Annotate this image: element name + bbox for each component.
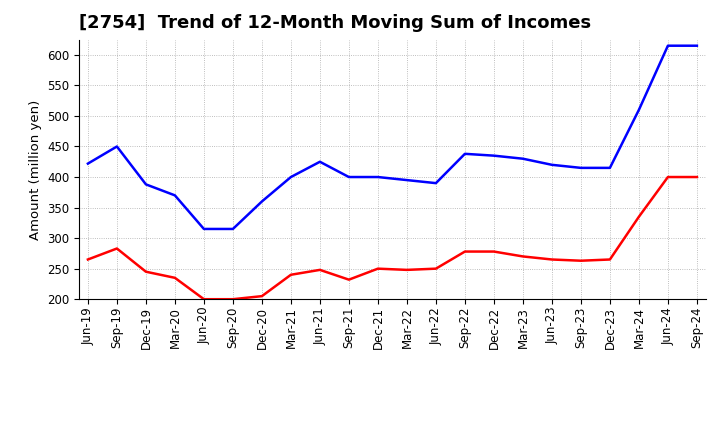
Net Income bbox=[606, 257, 614, 262]
Net Income bbox=[548, 257, 557, 262]
Line: Net Income: Net Income bbox=[88, 177, 697, 299]
Ordinary Income bbox=[345, 174, 354, 180]
Line: Ordinary Income: Ordinary Income bbox=[88, 46, 697, 229]
Net Income bbox=[142, 269, 150, 275]
Ordinary Income bbox=[461, 151, 469, 157]
Ordinary Income bbox=[577, 165, 585, 171]
Net Income bbox=[258, 293, 266, 299]
Ordinary Income bbox=[171, 193, 179, 198]
Ordinary Income bbox=[315, 159, 324, 165]
Ordinary Income bbox=[112, 144, 121, 149]
Ordinary Income bbox=[606, 165, 614, 171]
Net Income bbox=[171, 275, 179, 280]
Net Income bbox=[461, 249, 469, 254]
Ordinary Income bbox=[142, 182, 150, 187]
Net Income bbox=[490, 249, 498, 254]
Y-axis label: Amount (million yen): Amount (million yen) bbox=[29, 99, 42, 239]
Net Income bbox=[634, 214, 643, 220]
Net Income bbox=[345, 277, 354, 282]
Net Income bbox=[518, 254, 527, 259]
Ordinary Income bbox=[84, 161, 92, 166]
Net Income bbox=[693, 174, 701, 180]
Net Income bbox=[402, 267, 411, 272]
Net Income bbox=[287, 272, 295, 277]
Net Income bbox=[315, 267, 324, 272]
Net Income bbox=[112, 246, 121, 251]
Ordinary Income bbox=[402, 177, 411, 183]
Ordinary Income bbox=[287, 174, 295, 180]
Ordinary Income bbox=[431, 180, 440, 186]
Ordinary Income bbox=[199, 226, 208, 231]
Ordinary Income bbox=[490, 153, 498, 158]
Ordinary Income bbox=[693, 43, 701, 48]
Ordinary Income bbox=[548, 162, 557, 168]
Net Income bbox=[374, 266, 382, 271]
Ordinary Income bbox=[664, 43, 672, 48]
Ordinary Income bbox=[228, 226, 237, 231]
Net Income bbox=[664, 174, 672, 180]
Ordinary Income bbox=[258, 199, 266, 204]
Net Income bbox=[228, 297, 237, 302]
Net Income bbox=[431, 266, 440, 271]
Ordinary Income bbox=[374, 174, 382, 180]
Net Income bbox=[199, 297, 208, 302]
Text: [2754]  Trend of 12-Month Moving Sum of Incomes: [2754] Trend of 12-Month Moving Sum of I… bbox=[79, 15, 591, 33]
Net Income bbox=[84, 257, 92, 262]
Ordinary Income bbox=[518, 156, 527, 161]
Net Income bbox=[577, 258, 585, 264]
Ordinary Income bbox=[634, 107, 643, 113]
